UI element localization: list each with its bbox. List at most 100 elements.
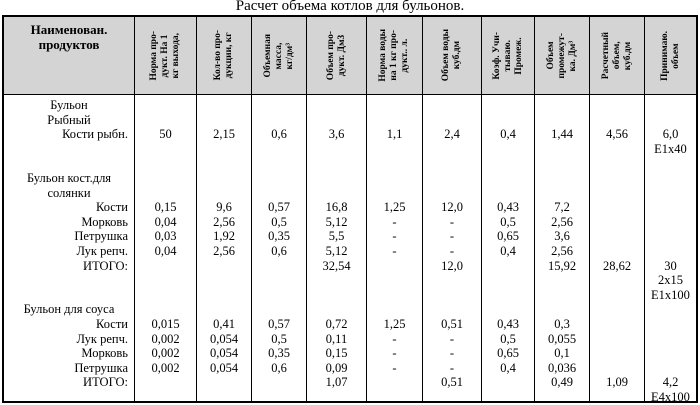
cell-value xyxy=(590,244,644,259)
cell-value xyxy=(252,375,306,390)
cell-value: 1,25 xyxy=(383,316,406,331)
cell-value xyxy=(135,156,196,171)
column-body: 0,4 0,43 0,5 0,65 0,4 0,43 0,5 0,65 0,4 xyxy=(482,95,534,401)
column-header: Норма воды на 1 кг про- дукт.. л. xyxy=(367,17,422,95)
table-column: Наименован. продуктов Бульон Рыбный Кости р… xyxy=(4,17,135,401)
cell-value: - xyxy=(392,331,397,346)
cell-value xyxy=(482,390,534,401)
cell-value xyxy=(482,171,534,186)
cell-value xyxy=(307,171,366,186)
column-body: 0,6 0,57 0,5 0,35 0,6 0,57 0,5 0,35 0,6 xyxy=(252,95,306,401)
cell-value xyxy=(367,171,422,186)
cell-value xyxy=(482,186,534,201)
cell-value: 0,3 xyxy=(554,316,570,331)
cell-value: 2,56 xyxy=(551,243,573,258)
cell-value: 0,11 xyxy=(325,331,348,346)
cell-value xyxy=(482,113,534,128)
cell-value xyxy=(482,302,534,317)
row-label: Морковь xyxy=(81,214,128,229)
cell-value: 0,1 xyxy=(554,346,570,361)
cell-value xyxy=(482,288,534,303)
cell-value xyxy=(307,288,366,303)
cell-value xyxy=(307,142,366,157)
cell-value xyxy=(367,302,422,317)
cell-value xyxy=(135,259,196,274)
cell-value: 0,6 xyxy=(271,127,287,142)
cell-value xyxy=(482,259,534,274)
cell-value xyxy=(535,273,589,288)
column-header: Принимаю. объем xyxy=(645,17,696,95)
column-header-label: Норма про- дукт. На 1 кг выхода, xyxy=(149,30,181,81)
cell-value xyxy=(482,98,534,113)
cell-value: - xyxy=(392,346,397,361)
cell-value: 2,56 xyxy=(213,243,235,258)
cell-value: 0,51 xyxy=(441,375,463,390)
column-header-label: Объем воды куб.дм xyxy=(441,29,462,82)
cell-value xyxy=(590,288,644,303)
cell-value: 0,57 xyxy=(268,316,290,331)
cell-value xyxy=(367,273,422,288)
cell-value xyxy=(645,244,696,259)
cell-value xyxy=(423,98,481,113)
row-label: Кости xyxy=(96,316,128,331)
cell-value xyxy=(590,361,644,376)
cell-value xyxy=(197,156,251,171)
cell-value: 0,015 xyxy=(151,316,180,331)
cell-value xyxy=(590,229,644,244)
cell-value: 0,09 xyxy=(325,360,348,375)
cell-value xyxy=(197,171,251,186)
cell-value: 3,6 xyxy=(554,229,570,244)
row-label: Бульон для соуса xyxy=(23,302,115,317)
cell-value xyxy=(535,171,589,186)
cell-value: 0,72 xyxy=(325,316,348,331)
column-header: Расчетный объем, куб.дм xyxy=(590,17,644,95)
cell-value xyxy=(590,142,644,157)
cell-value: 4,56 xyxy=(606,127,628,142)
cell-value xyxy=(423,113,481,128)
cell-value: 1,1 xyxy=(386,127,403,142)
cell-value xyxy=(367,98,422,113)
cell-value: 0,04 xyxy=(154,243,177,258)
cell-value xyxy=(252,186,306,201)
column-header-label: Коэф. Учи- тываю. Промеж. xyxy=(491,31,524,80)
cell-value xyxy=(252,142,306,157)
cell-value: 0,002 xyxy=(151,346,180,361)
cell-value xyxy=(135,273,196,288)
cell-value xyxy=(367,113,422,128)
row-label: Кости рыбн. xyxy=(62,127,128,142)
cell-value xyxy=(590,273,644,288)
cell-value xyxy=(367,375,422,390)
table-column: Норма про- дукт. На 1 кг выхода, 50 0,15 0,… xyxy=(135,17,197,401)
cell-value xyxy=(197,302,251,317)
cell-value xyxy=(252,113,306,128)
column-body: Бульон Рыбный Кости рыбн. Бульон кост.для со… xyxy=(4,95,134,401)
cell-value: 0,43 xyxy=(497,200,519,215)
cell-value xyxy=(590,302,644,317)
column-header-label: Наименован. продуктов xyxy=(30,22,108,52)
cell-value xyxy=(135,142,196,157)
column-header: Наименован. продуктов xyxy=(4,17,134,95)
cell-value: 7,2 xyxy=(554,200,570,215)
cell-value xyxy=(197,186,251,201)
cell-value: 0,055 xyxy=(547,331,577,346)
cell-value: 0,002 xyxy=(151,331,180,346)
cell-value xyxy=(590,346,644,361)
table-column: Норма воды на 1 кг про- дукт.. л. 1,1 1,25… xyxy=(367,17,423,401)
column-header-label: Кол-во про- дукции, кг xyxy=(213,30,234,81)
cell-value xyxy=(645,156,696,171)
cell-value: 0,054 xyxy=(209,331,239,346)
row-label: Бульон xyxy=(50,98,88,112)
cell-value xyxy=(423,171,481,186)
cell-value xyxy=(197,375,251,390)
column-body: 1,1 1,25- - -1,25- - - xyxy=(367,95,422,401)
row-label: Лук репч. xyxy=(76,331,128,346)
cell-value xyxy=(590,113,644,128)
cell-value xyxy=(307,113,366,128)
cell-value: 6,0 xyxy=(662,127,679,142)
cell-value xyxy=(590,317,644,332)
cell-value: 28,62 xyxy=(602,258,632,273)
cell-value xyxy=(645,186,696,201)
column-header-label: Принимаю. объем xyxy=(659,30,681,81)
cell-value: 0,054 xyxy=(209,346,239,361)
